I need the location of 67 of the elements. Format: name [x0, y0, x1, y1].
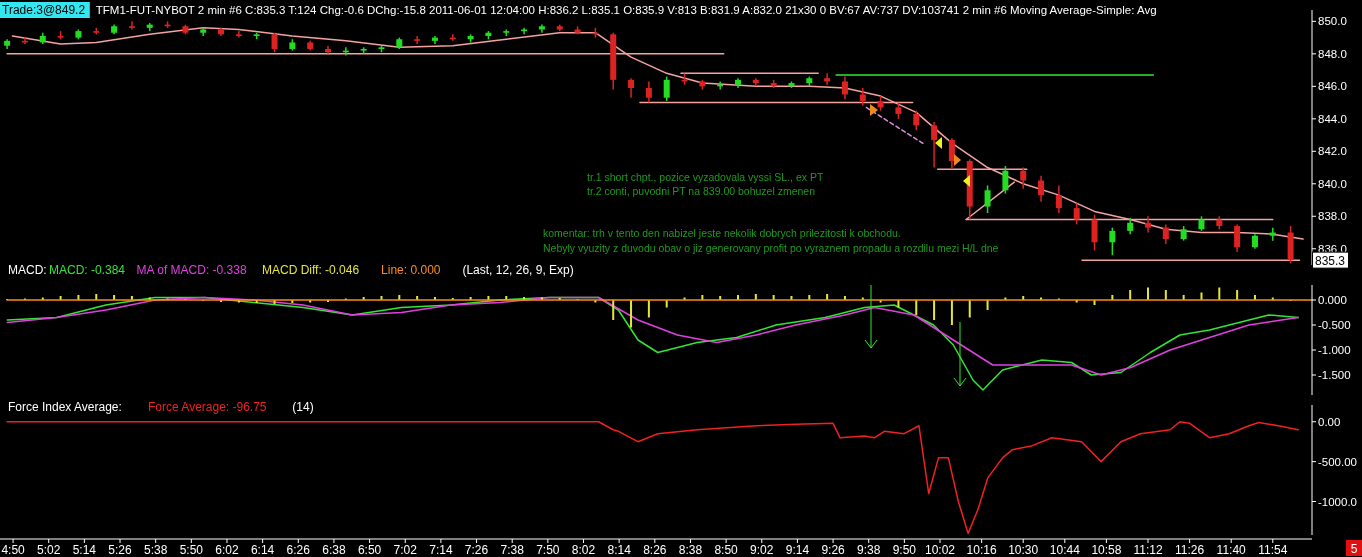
x-tick-label: 6:50 — [357, 543, 382, 557]
x-tick-label: 11:54 — [1258, 543, 1288, 557]
x-tick-label: 7:02 — [393, 543, 418, 557]
y-tick-label: -1000.0 — [1318, 495, 1358, 508]
x-tick-label: 8:02 — [571, 543, 596, 557]
chart-title: Trade:3@849.2 — [2, 3, 86, 17]
x-tick-label: 11:40 — [1216, 543, 1247, 557]
series-label: Line: 0.000 — [381, 263, 441, 277]
x-tick-label: 9:38 — [857, 543, 881, 557]
annotation: komentar: trh v tento den nabizel jeste nekolik dobrych prilezitosti k obchodu. — [543, 227, 901, 239]
chart-subtitle: (Last, 12, 26, 9, Exp) — [462, 263, 574, 277]
y-tick-label: 0.000 — [1318, 294, 1347, 307]
annotation: tr.2 conti, puvodni PT na 839.00 bohuzel zmenen — [587, 185, 816, 197]
x-tick-label: 10:30 — [1008, 543, 1039, 557]
annotation: Nebyly vyuzity z duvodu obav o jiz generovany profit po vyraznem propadu a rozdilu mezi H/L dne — [543, 242, 999, 254]
chart-subtitle: TFM1-FUT-NYBOT 2 min #6 C:835.3 T:124 Chg:-0.6 DChg:-15.8 2011-06-01 12:04:00 H:836.2 L:835.1 O:835.9 V:813 B:831.9 A:832.0 21x30 0 BV:67 AV:737 DV:103741 2 min #6 Moving Average-Simple: Avg — [95, 4, 1157, 16]
x-tick-label: 7:50 — [536, 543, 560, 557]
y-tick-label: -1.500 — [1318, 369, 1351, 382]
x-tick-label: 10:16 — [966, 543, 997, 557]
y-tick-label: 840.0 — [1318, 177, 1347, 190]
series-label: MA of MACD: -0.338 — [136, 263, 247, 277]
x-tick-label: 7:26 — [464, 543, 489, 557]
x-tick-label: 7:38 — [500, 543, 525, 557]
annotation: 835.3 — [1315, 254, 1346, 269]
text: MACD: -0.384 — [49, 263, 126, 277]
x-tick-label: 8:14 — [607, 543, 632, 557]
y-tick-label: 848.0 — [1318, 47, 1347, 60]
x-tick-label: 5:14 — [72, 543, 97, 557]
x-tick-label: 5:50 — [179, 543, 204, 557]
x-tick-label: 8:38 — [678, 543, 703, 557]
y-tick-label: -0.500 — [1318, 319, 1351, 332]
series-label: MACD Diff: -0.046 — [262, 263, 360, 277]
x-tick-label: 11:26 — [1175, 543, 1205, 557]
x-tick-label: 4:50 — [1, 543, 26, 557]
y-tick-label: -1.000 — [1318, 344, 1351, 357]
x-tick-label: 10:02 — [925, 543, 956, 557]
y-tick-label: 846.0 — [1318, 80, 1347, 93]
x-tick-label: 8:26 — [643, 543, 667, 557]
chart-title: MACD: — [8, 263, 47, 277]
y-tick-label: 842.0 — [1318, 145, 1347, 158]
chart-subtitle: (14) — [292, 400, 314, 414]
x-tick-label: 9:26 — [821, 543, 846, 557]
y-tick-label: 836.0 — [1318, 242, 1347, 255]
x-tick-label: 11:12 — [1133, 543, 1163, 557]
text: 5 — [1350, 542, 1358, 556]
x-tick-label: 10:44 — [1049, 543, 1081, 557]
x-tick-label: 9:50 — [892, 543, 917, 557]
x-tick-label: 5:26 — [108, 543, 133, 557]
annotation: tr.1 short chpt., pozice vyzadovala vyssi SL., ex PT — [587, 171, 824, 183]
y-tick-label: -500.00 — [1318, 455, 1358, 468]
x-tick-label: 5:38 — [144, 543, 168, 557]
y-tick-label: 850.0 — [1318, 15, 1347, 28]
x-tick-label: 6:02 — [215, 543, 239, 557]
y-tick-label: 844.0 — [1318, 112, 1347, 125]
y-tick-label: 838.0 — [1318, 210, 1347, 223]
series-label: Force Average: -96.75 — [148, 400, 267, 414]
x-tick-label: 6:38 — [322, 543, 346, 557]
x-tick-label: 9:02 — [750, 543, 774, 557]
x-tick-label: 8:50 — [714, 543, 739, 557]
x-tick-label: 10:58 — [1091, 543, 1122, 557]
x-tick-label: 5:02 — [37, 543, 61, 557]
x-tick-label: 6:26 — [286, 543, 311, 557]
x-tick-label: 6:14 — [250, 543, 275, 557]
y-tick-label: 0.00 — [1318, 415, 1341, 428]
x-tick-label: 7:14 — [429, 543, 453, 557]
chart-title: Force Index Average: — [8, 400, 122, 414]
x-tick-label: 9:14 — [785, 543, 810, 557]
